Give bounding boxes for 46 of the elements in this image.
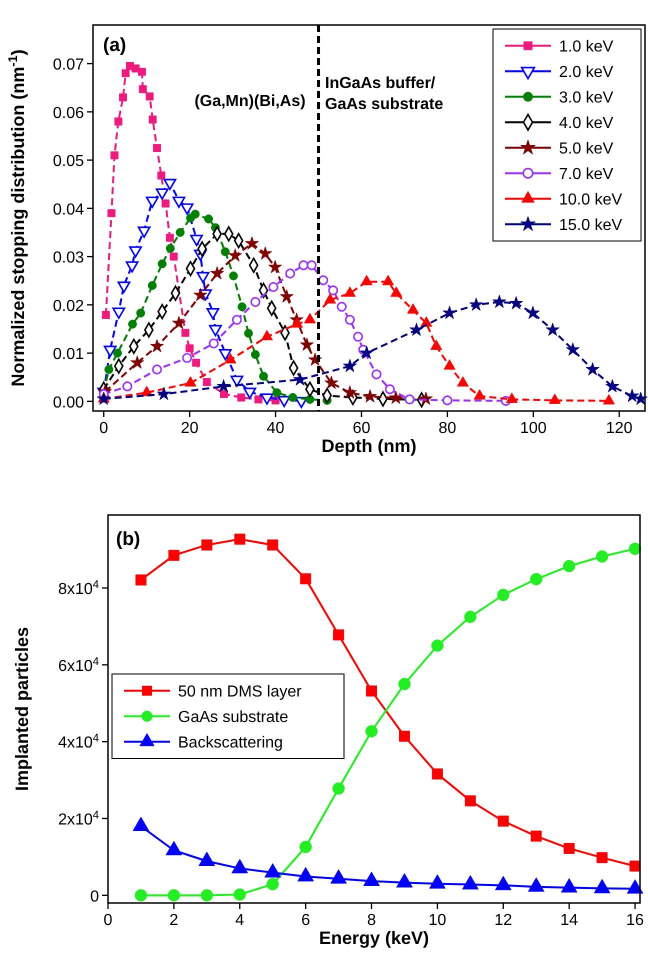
x-tick-label: 40: [266, 420, 285, 437]
y-tick-label: 6x10$^{4}$: [58, 656, 99, 675]
y-tick-label: 0.02: [52, 298, 84, 315]
x-tick-label: 80: [438, 420, 456, 437]
y-tick-label: 0: [90, 888, 100, 906]
x-tick-label: 16: [626, 912, 644, 929]
x-tick-label: 20: [180, 420, 199, 437]
annotation: InGaAs buffer/ GaAs substrate: [325, 75, 444, 113]
y-axis-title: Implanted particles: [12, 626, 32, 792]
legend-label: 5.0 keV: [559, 140, 614, 158]
legend-label: 4.0 keV: [559, 115, 614, 132]
y-tick-label: 2x10$^{4}$: [58, 809, 99, 828]
legend-label: 2.0 keV: [559, 64, 614, 82]
x-tick-label: 14: [560, 912, 578, 929]
x-tick-label: 6: [301, 912, 310, 929]
y-tick-label: 0.00: [52, 394, 84, 412]
y-tick-label: 0.03: [52, 250, 84, 267]
y-tick-label: 4x10$^{4}$: [58, 732, 99, 752]
y-tick-label: 0.04: [52, 201, 84, 218]
legend-label: 3.0 keV: [559, 90, 614, 107]
y-tick-label: 0.01: [52, 346, 84, 364]
legend-label: GaAs substrate: [178, 709, 288, 726]
x-tick-label: 0: [104, 912, 113, 929]
legend-label: Backscattering: [178, 734, 283, 752]
legend-label: 10.0 keV: [559, 192, 622, 209]
y-tick-label: 0.05: [52, 153, 84, 170]
x-axis-title: Depth (nm): [322, 436, 416, 456]
x-tick-label: 100: [520, 420, 547, 437]
x-tick-label: 12: [494, 912, 512, 929]
annotation: (b): [116, 529, 140, 550]
y-tick-label: 0.07: [52, 56, 84, 74]
x-tick-label: 120: [606, 420, 633, 437]
annotation: (a): [103, 35, 126, 56]
y-tick-label: 0.06: [52, 104, 84, 122]
annotation: (Ga,Mn)(Bi,As): [194, 93, 306, 110]
x-tick-label: 60: [352, 420, 370, 437]
x-tick-label: 2: [169, 912, 178, 929]
legend-label: 1.0 keV: [559, 38, 614, 56]
x-tick-label: 10: [428, 912, 446, 929]
x-tick-label: 8: [367, 912, 376, 929]
legend-label: 50 nm DMS layer: [178, 684, 302, 701]
x-tick-label: 4: [235, 912, 244, 929]
y-tick-label: 8x10$^{4}$: [58, 578, 99, 598]
legend-label: 15.0 keV: [559, 217, 622, 234]
x-axis-title: Energy (keV): [318, 928, 430, 948]
legend-label: 7.0 keV: [559, 166, 614, 184]
